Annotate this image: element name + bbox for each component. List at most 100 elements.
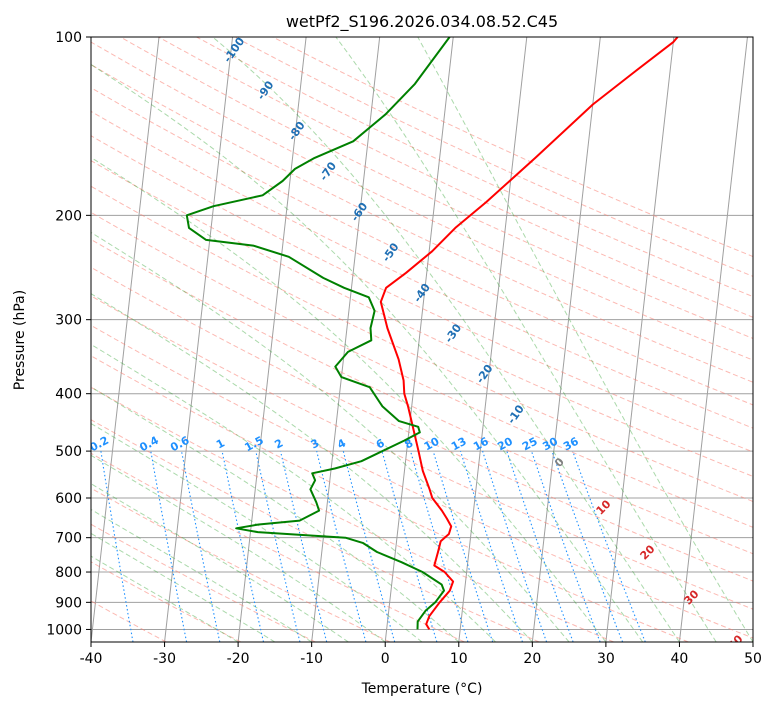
y-tick-label: 400 (55, 387, 82, 403)
mixing-ratio-line (530, 450, 601, 642)
dry-adiabat-line (91, 160, 753, 477)
dry-adiabat-line (120, 37, 753, 339)
isotherm-line (0, 37, 12, 642)
y-tick-label: 700 (55, 531, 82, 547)
dry-adiabat-line (91, 64, 753, 383)
x-tick-label: -30 (153, 651, 176, 667)
dry-adiabat-label: -100 (221, 35, 248, 65)
mixing-ratio-line (279, 450, 328, 642)
moist-adiabat-line (91, 63, 644, 642)
dry-adiabat-line (91, 185, 753, 503)
isotherm-line (752, 637, 753, 642)
mixing-ratio-label: 1 (214, 436, 227, 451)
dry-adiabat-line (91, 211, 753, 528)
mixing-ratio-label: 36 (561, 435, 581, 454)
x-tick-label: 10 (450, 651, 468, 667)
dry-adiabat-line (91, 41, 753, 361)
dry-adiabat-label: -30 (442, 321, 464, 345)
dry-adiabat-label: -40 (411, 281, 433, 305)
moist-adiabat-label: 30 (682, 587, 702, 607)
dry-adiabat-line (196, 37, 753, 298)
moist-adiabat-line (335, 37, 717, 642)
y-tick-label: 600 (55, 491, 82, 507)
isotherm-line (237, 37, 307, 642)
dry-adiabat-line (91, 266, 753, 582)
moist-adiabat-line (91, 508, 312, 642)
moist-adiabat-line (91, 156, 607, 642)
dry-adiabat-label: -50 (380, 240, 402, 264)
y-tick-label: 1000 (46, 622, 82, 638)
dry-adiabat-line (91, 135, 753, 453)
mixing-ratio-label: 25 (520, 435, 540, 454)
mixing-ratio-line (572, 450, 646, 642)
dry-adiabat-line (158, 37, 753, 318)
mixing-ratio-label: 4 (335, 436, 348, 451)
mixing-ratio-line (482, 450, 548, 642)
dry-adiabat-line (91, 419, 540, 642)
mixing-ratio-line (381, 450, 438, 642)
isotherm-line (458, 37, 528, 642)
moist-adiabat-label: 10 (594, 497, 614, 517)
x-tick-label: -20 (227, 651, 250, 667)
moist-adiabat-line (212, 37, 680, 642)
mixing-ratio-line (150, 451, 188, 642)
dry-adiabat-label: -70 (317, 159, 339, 183)
moist-adiabat-label: 0 (552, 455, 567, 470)
x-tick-label: 20 (523, 651, 541, 667)
isotherm-line (678, 37, 748, 642)
y-tick-label: 100 (55, 30, 82, 46)
mixing-ratio-line (432, 450, 494, 642)
moist-adiabat-label: 40 (726, 632, 746, 652)
mixing-ratio-line (342, 450, 396, 642)
plot-frame (90, 36, 754, 643)
mixing-ratio-label: 16 (471, 435, 491, 454)
x-tick-label: 30 (597, 651, 615, 667)
dry-adiabat-line (91, 452, 465, 642)
isotherm-line (164, 37, 234, 642)
x-tick-label: -40 (80, 651, 103, 667)
y-tick-label: 900 (55, 595, 82, 611)
dry-adiabat-line (91, 87, 753, 406)
isotherm-line (531, 37, 601, 642)
dry-adiabat-line (91, 324, 753, 639)
dry-adiabat-line (91, 487, 391, 642)
moist-adiabat-line (91, 422, 423, 642)
moist-adiabat-line (91, 231, 570, 642)
moist-adiabat-line (417, 37, 753, 642)
mixing-ratio-line (100, 451, 134, 642)
mixing-ratio-line (506, 450, 574, 642)
moist-adiabat-line (91, 454, 386, 642)
x-tick-label: 0 (381, 651, 390, 667)
dry-adiabat-line (234, 37, 753, 277)
moist-adiabat-line (91, 386, 460, 642)
mixing-ratio-line (409, 450, 469, 642)
dry-adiabat-line (91, 523, 316, 642)
dewpoint-profile-line (185, 37, 451, 630)
mixing-ratio-label: 13 (449, 435, 469, 454)
mixing-ratio-label: 10 (422, 435, 442, 454)
temperature-profile-line (379, 37, 679, 630)
mixing-ratio-line (316, 450, 367, 642)
y-tick-label: 200 (55, 208, 82, 224)
moist-adiabat-label: 20 (638, 542, 658, 562)
x-tick-label: 50 (744, 651, 762, 667)
mixing-ratio-label: 30 (540, 435, 560, 454)
isotherm-line (91, 37, 160, 642)
moist-adiabat-line (91, 532, 276, 642)
isotherm-line (605, 37, 675, 642)
mixing-ratio-label: 2 (272, 436, 285, 451)
x-tick-label: -10 (300, 651, 323, 667)
mixing-ratio-line (180, 450, 221, 642)
isotherm-line (311, 37, 381, 642)
dry-adiabat-line (91, 110, 753, 429)
mixing-ratio-line (255, 450, 301, 642)
mixing-ratio-line (459, 450, 524, 642)
y-tick-label: 500 (55, 444, 82, 460)
moist-adiabat-line (91, 343, 496, 642)
mixing-ratio-line (551, 450, 624, 642)
dry-adiabat-line (272, 37, 753, 258)
dry-adiabat-label: -10 (505, 402, 527, 426)
mixing-ratio-label: 20 (495, 435, 515, 454)
dry-adiabat-label: -90 (254, 78, 276, 102)
mixing-ratio-label: 3 (309, 436, 322, 451)
